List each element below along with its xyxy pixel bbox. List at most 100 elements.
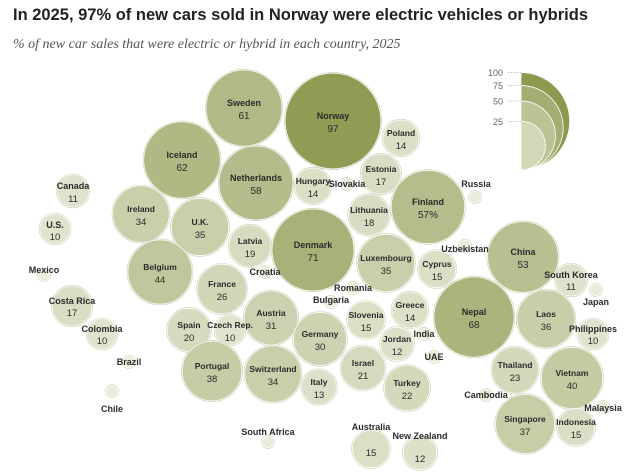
label-croatia: Croatia bbox=[249, 267, 281, 277]
bubble-outline-russia bbox=[468, 190, 482, 204]
bubble-india bbox=[417, 327, 431, 341]
legend-label-50: 50 bbox=[493, 97, 503, 107]
bubble-outline-new-zealand bbox=[402, 435, 438, 471]
bubble-iceland bbox=[143, 121, 221, 199]
bubble-outline-croatia bbox=[258, 265, 272, 279]
bubble-greece bbox=[391, 291, 429, 329]
label-spain: Spain bbox=[177, 320, 200, 330]
label-south-africa: South Africa bbox=[241, 427, 295, 437]
bubble-croatia bbox=[258, 265, 272, 279]
label-vietnam: Vietnam bbox=[556, 368, 589, 378]
label-israel: Israel bbox=[352, 358, 374, 368]
bubble-outline-u-s bbox=[38, 212, 72, 246]
label-lithuania: Lithuania bbox=[350, 205, 388, 215]
legend-label-75: 75 bbox=[493, 81, 503, 91]
label-switzerland: Switzerland bbox=[249, 364, 296, 374]
bubble-outline-ireland bbox=[111, 184, 171, 244]
value-sweden: 61 bbox=[238, 111, 250, 122]
value-australia: 15 bbox=[366, 448, 377, 459]
bubble-outline-nepal bbox=[432, 275, 516, 359]
label-china: China bbox=[510, 247, 536, 257]
bubble-costa-rica bbox=[51, 285, 93, 327]
label-costa-rica: Costa Rica bbox=[49, 296, 97, 306]
bubble-norway bbox=[284, 72, 382, 170]
bubble-south-africa bbox=[261, 435, 275, 449]
label-bulgaria: Bulgaria bbox=[313, 295, 350, 305]
bubble-cambodia bbox=[479, 388, 493, 402]
bubble-outline-belgium bbox=[126, 238, 194, 306]
label-belgium: Belgium bbox=[143, 262, 177, 272]
value-u-s: 10 bbox=[50, 232, 61, 243]
value-greece: 14 bbox=[405, 313, 416, 324]
bubble-outline-indonesia bbox=[556, 407, 596, 447]
bubble-outline-romania bbox=[346, 281, 360, 295]
bubble-outline-australia bbox=[351, 429, 391, 469]
value-colombia: 10 bbox=[97, 336, 108, 347]
label-new-zealand: New Zealand bbox=[392, 431, 447, 441]
bubble-cyprus bbox=[417, 249, 457, 289]
bubble-outline-japan bbox=[589, 283, 603, 297]
label-finland: Finland bbox=[412, 197, 444, 207]
bubble-outline-cyprus bbox=[417, 249, 457, 289]
legend-half-circle-25 bbox=[520, 120, 546, 171]
label-u-k: U.K. bbox=[192, 217, 209, 227]
label-thailand: Thailand bbox=[498, 360, 533, 370]
bubble-outline-bulgaria bbox=[324, 295, 338, 309]
bubble-outline-mexico bbox=[37, 268, 51, 282]
bubble-brazil bbox=[122, 355, 136, 369]
value-jordan: 12 bbox=[392, 347, 403, 358]
bubble-germany bbox=[292, 311, 348, 367]
label-laos: Laos bbox=[536, 309, 556, 319]
bubble-outline-south-africa bbox=[261, 435, 275, 449]
label-estonia: Estonia bbox=[366, 164, 397, 174]
value-lithuania: 18 bbox=[364, 218, 375, 229]
bubble-chile bbox=[105, 384, 119, 398]
label-canada: Canada bbox=[57, 181, 91, 191]
bubble-thailand bbox=[491, 346, 539, 394]
label-russia: Russia bbox=[461, 179, 492, 189]
label-mexico: Mexico bbox=[29, 265, 60, 275]
label-netherlands: Netherlands bbox=[230, 173, 282, 183]
bubble-outline-latvia bbox=[227, 223, 273, 269]
legend-label-100: 100 bbox=[488, 68, 503, 78]
value-finland: 57% bbox=[418, 210, 438, 221]
label-chile: Chile bbox=[101, 404, 123, 414]
label-czech-rep: Czech Rep. bbox=[207, 320, 253, 330]
bubble-outline-hungary bbox=[293, 166, 333, 206]
value-israel: 21 bbox=[358, 371, 369, 382]
bubble-japan bbox=[589, 283, 603, 297]
bubble-switzerland bbox=[244, 345, 302, 403]
bubble-israel bbox=[340, 345, 386, 391]
label-hungary: Hungary bbox=[296, 176, 331, 186]
bubble-outline-brazil bbox=[122, 355, 136, 369]
chart-title: In 2025, 97% of new cars sold in Norway … bbox=[13, 6, 588, 24]
bubble-outline-malaysia bbox=[596, 400, 610, 414]
bubble-outline-slovenia bbox=[346, 300, 386, 340]
bubble-indonesia bbox=[556, 407, 596, 447]
bubble-outline-germany bbox=[292, 311, 348, 367]
bubble-sweden bbox=[205, 69, 283, 147]
bubble-finland bbox=[390, 169, 466, 245]
value-indonesia: 15 bbox=[571, 430, 582, 441]
bubble-colombia bbox=[86, 318, 118, 350]
label-nepal: Nepal bbox=[462, 307, 487, 317]
value-ireland: 34 bbox=[136, 217, 147, 228]
value-belgium: 44 bbox=[155, 275, 166, 286]
label-u-s: U.S. bbox=[46, 220, 64, 230]
bubble-singapore bbox=[494, 393, 556, 455]
bubble-outline-costa-rica bbox=[50, 284, 94, 327]
bubble-philippines bbox=[577, 318, 609, 350]
bubble-outline-u-k bbox=[170, 197, 230, 257]
value-vietnam: 40 bbox=[567, 381, 578, 392]
label-greece: Greece bbox=[396, 300, 425, 310]
value-spain: 20 bbox=[184, 333, 195, 344]
label-colombia: Colombia bbox=[81, 324, 123, 334]
bubble-outline-slovakia bbox=[340, 177, 354, 191]
bubble-nepal bbox=[433, 276, 515, 358]
label-singapore: Singapore bbox=[504, 414, 546, 424]
bubble-outline-portugal bbox=[181, 340, 243, 402]
bubble-outline-singapore bbox=[494, 393, 556, 455]
bubble-slovakia bbox=[340, 177, 354, 191]
label-south-korea: South Korea bbox=[544, 270, 598, 280]
label-portugal: Portugal bbox=[195, 361, 229, 371]
